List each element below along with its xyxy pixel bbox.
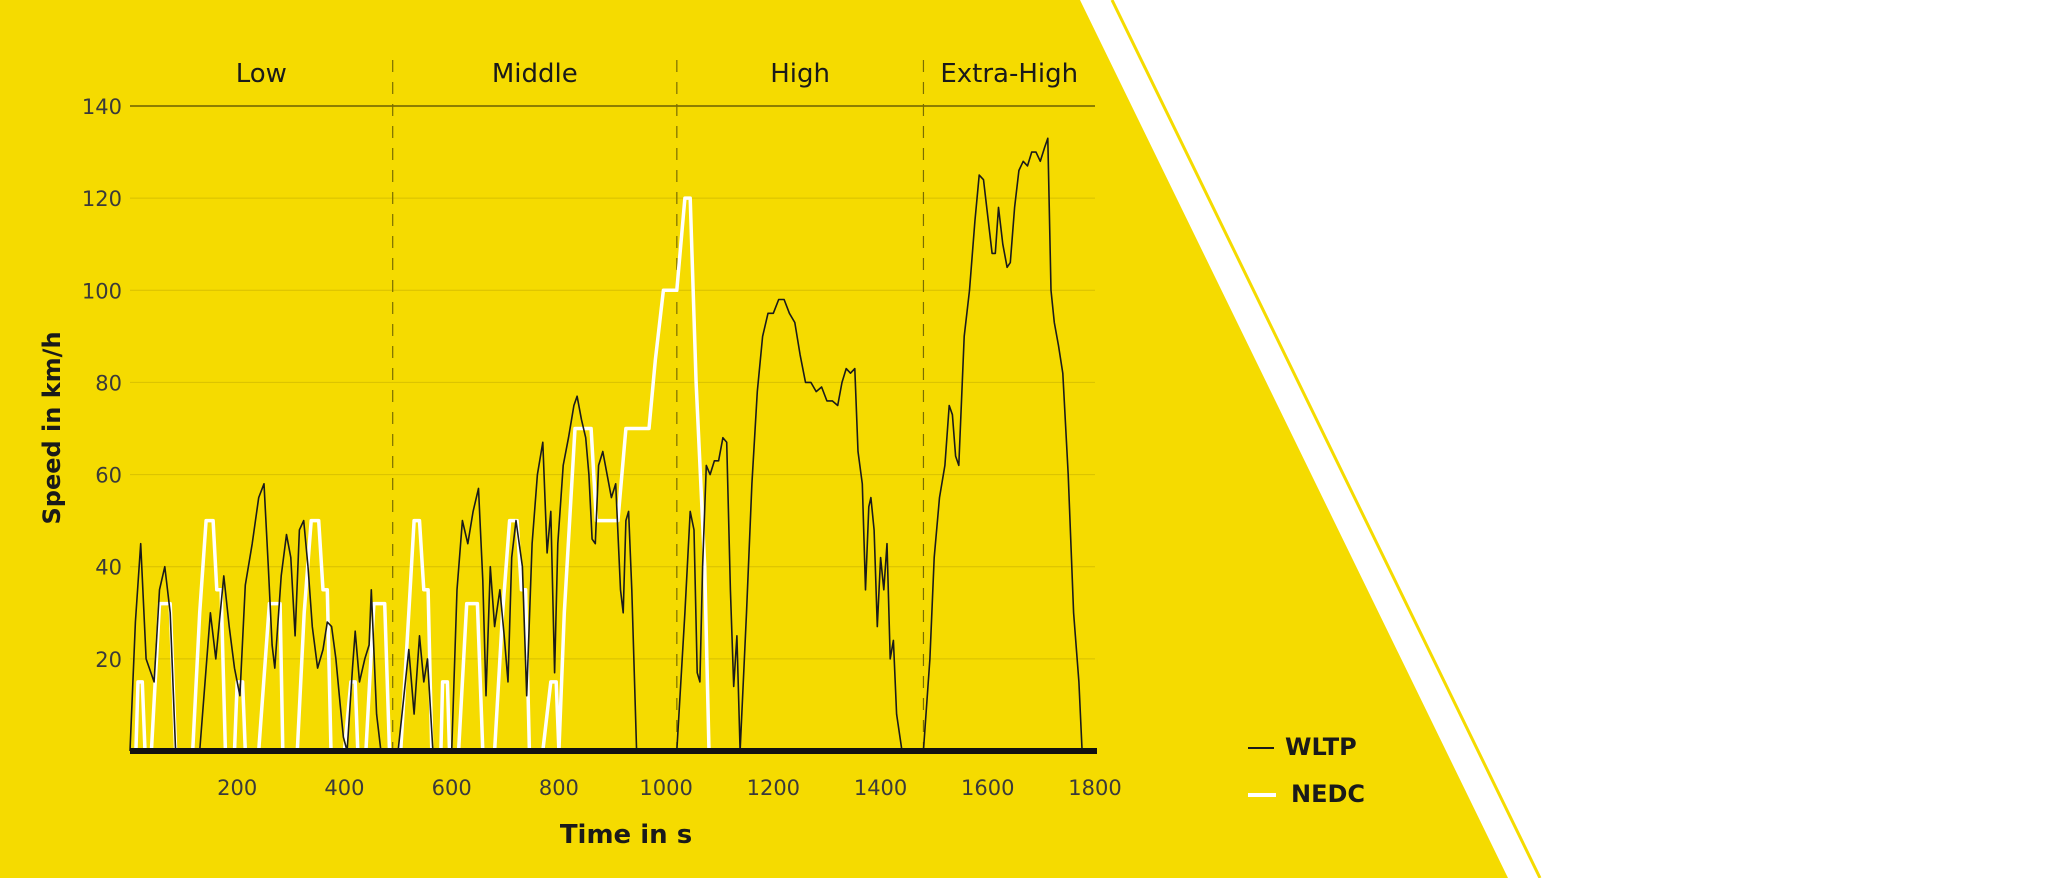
x-tick-label: 1600 <box>961 776 1014 800</box>
y-tick-labels: 20 40 60 80 100 120 140 <box>82 95 122 672</box>
y-axis-label: Speed in km/h <box>38 331 66 524</box>
x-tick-label: 1400 <box>854 776 907 800</box>
x-axis-label: Time in s <box>560 820 692 850</box>
y-tick-label: 120 <box>82 187 122 211</box>
legend-nedc-label: NEDC <box>1291 780 1365 808</box>
y-tick-label: 20 <box>95 648 122 672</box>
x-tick-label: 1800 <box>1068 776 1121 800</box>
y-tick-label: 140 <box>82 95 122 119</box>
legend: WLTP NEDC <box>1248 733 1365 808</box>
y-tick-label: 60 <box>95 464 122 488</box>
phase-label: Middle <box>492 59 578 89</box>
phase-label: High <box>770 59 830 89</box>
x-tick-labels: 200 400 600 800 1000 1200 1400 1600 1800 <box>217 776 1122 800</box>
x-tick-label: 1000 <box>639 776 692 800</box>
phase-label: Low <box>236 59 287 89</box>
x-tick-label: 400 <box>324 776 364 800</box>
y-tick-label: 80 <box>95 371 122 395</box>
x-tick-label: 600 <box>432 776 472 800</box>
diagonal-accent-line <box>1110 0 1542 878</box>
y-tick-label: 40 <box>95 556 122 580</box>
phase-dividers: Low Middle High Extra-High <box>236 59 1078 751</box>
legend-wltp-label: WLTP <box>1285 733 1357 761</box>
x-tick-label: 200 <box>217 776 257 800</box>
x-tick-label: 1200 <box>747 776 800 800</box>
x-tick-label: 800 <box>539 776 579 800</box>
y-tick-label: 100 <box>82 279 122 303</box>
series-layer <box>129 137 1083 753</box>
phase-label: Extra-High <box>940 59 1078 89</box>
series-line-wltp <box>129 137 1083 752</box>
